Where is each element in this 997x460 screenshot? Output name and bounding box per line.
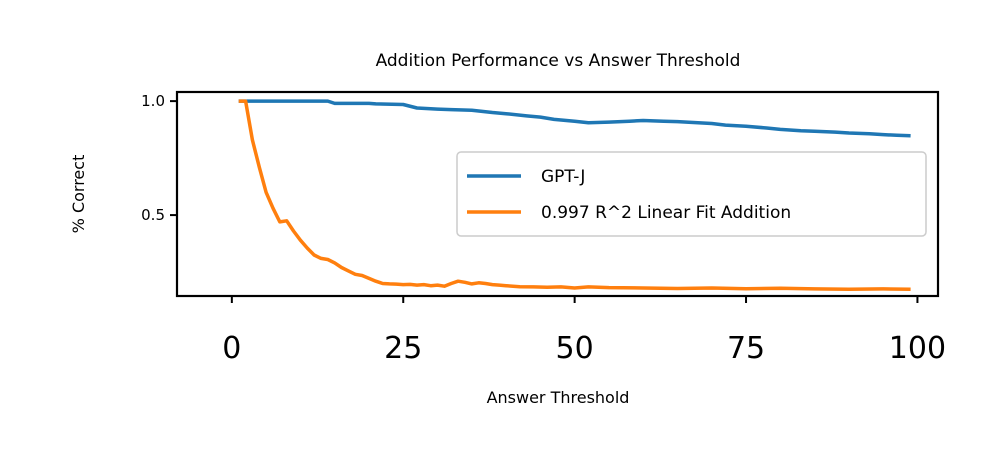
- x-tick-label: 75: [727, 331, 765, 366]
- x-tick-label: 50: [556, 331, 594, 366]
- legend-label-linear-fit: 0.997 R^2 Linear Fit Addition: [541, 203, 791, 223]
- legend-label-gpt-j: GPT-J: [541, 167, 585, 187]
- series-line-linear-fit: [238, 99, 911, 291]
- x-tick-label: 0: [222, 331, 241, 366]
- x-tick-label: 100: [889, 331, 946, 366]
- axis-ticks: 0 25 50 75 100 0.5 1.0: [141, 92, 946, 366]
- plot-frame: [175, 90, 940, 298]
- legend: GPT-J 0.997 R^2 Linear Fit Addition: [456, 151, 927, 237]
- legend-box: [456, 151, 927, 237]
- series-line-gpt-j: [238, 99, 911, 138]
- y-tick-label: 1.0: [141, 92, 165, 110]
- x-axis-label: Answer Threshold: [487, 388, 630, 407]
- chart-title: Addition Performance vs Answer Threshold: [376, 51, 741, 71]
- y-axis-label: % Correct: [69, 155, 88, 234]
- x-tick-label: 25: [384, 331, 422, 366]
- y-tick-label: 0.5: [141, 206, 165, 224]
